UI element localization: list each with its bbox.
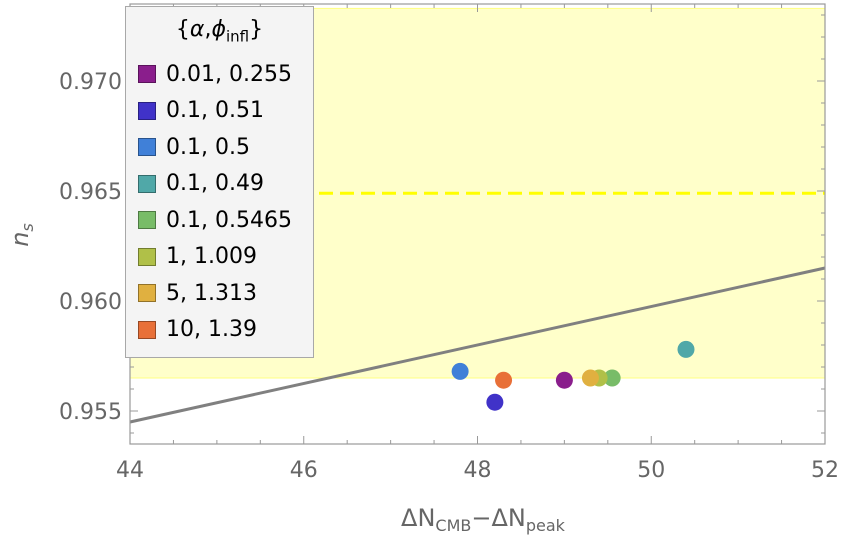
- legend-swatch: [138, 138, 156, 156]
- data-point-6: [581, 369, 599, 387]
- y-tick-label: 0.970: [59, 70, 122, 95]
- x-tick-label: 52: [811, 458, 839, 483]
- legend-item: 10, 1.39: [138, 315, 257, 345]
- data-point-4: [603, 369, 621, 387]
- legend-swatch: [138, 101, 156, 120]
- legend-label: 0.1, 0.5465: [166, 207, 292, 233]
- y-tick-label: 0.965: [59, 180, 122, 205]
- legend-label: 0.1, 0.49: [166, 171, 264, 196]
- data-point-3: [677, 340, 695, 358]
- legend-swatch: [138, 211, 156, 229]
- trend-line: [129, 266, 826, 424]
- legend-item: 0.1, 0.49: [138, 169, 264, 199]
- legend-item: 5, 1.313: [138, 278, 257, 308]
- legend-item: 0.01, 0.255: [138, 59, 292, 89]
- x-tick-label: 46: [290, 458, 318, 483]
- x-tick-label: 50: [637, 458, 665, 483]
- legend-label: 5, 1.313: [166, 280, 257, 306]
- y-tick-label: 0.960: [59, 290, 122, 315]
- legend-item: 1, 1.009: [138, 242, 257, 272]
- x-axis-label: ΔNCMB−ΔNpeak: [401, 504, 566, 535]
- data-point-2: [451, 362, 469, 380]
- data-point-0: [555, 371, 573, 389]
- legend-item: 0.1, 0.51: [138, 96, 264, 126]
- legend-label: 1, 1.009: [166, 244, 257, 269]
- legend-swatch: [138, 174, 156, 193]
- legend-label: 0.01, 0.255: [166, 61, 292, 87]
- x-tick-label: 44: [116, 458, 144, 483]
- data-point-1: [486, 393, 504, 411]
- legend-item: 0.1, 0.5465: [138, 205, 292, 235]
- y-tick-label: 0.955: [59, 400, 122, 425]
- legend-label: 0.1, 0.5: [166, 134, 250, 160]
- legend-item: 0.1, 0.5: [138, 132, 250, 162]
- legend-title: {α,ϕinfl}: [175, 17, 264, 46]
- x-tick-label: 48: [464, 458, 492, 483]
- y-axis-label: ns: [6, 223, 37, 247]
- legend-label: 10, 1.39: [166, 317, 257, 342]
- legend-swatch: [138, 247, 156, 266]
- legend-swatch: [138, 65, 156, 83]
- legend-swatch: [138, 284, 156, 302]
- legend-label: 0.1, 0.51: [166, 98, 264, 123]
- legend: {α,ϕinfl} 0.01, 0.255 0.1, 0.51 0.1, 0.5 0.…: [125, 6, 314, 358]
- data-point-7: [495, 371, 513, 389]
- legend-swatch: [138, 320, 156, 339]
